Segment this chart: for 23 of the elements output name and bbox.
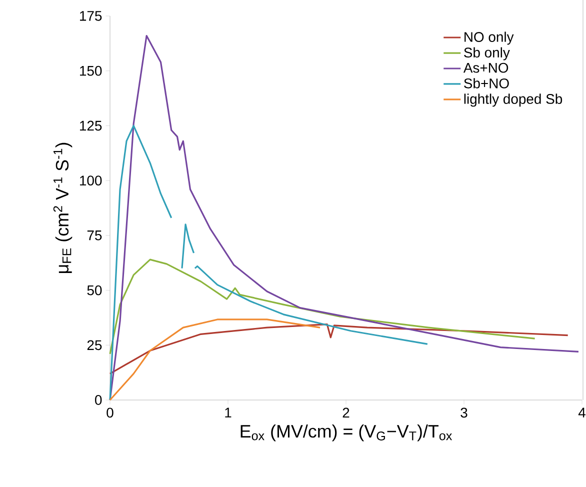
x-tick-label: 2: [342, 408, 350, 418]
y-tick-label: 100: [80, 176, 102, 186]
y-tick-label: 125: [80, 120, 102, 131]
legend-label: Sb only: [464, 47, 510, 60]
y-tick-label: 0: [95, 395, 102, 405]
y-tick-label: 75: [87, 230, 102, 240]
line-series: [109, 258, 536, 355]
legend-label: Sb+NO: [464, 78, 509, 88]
y-tick-label: 150: [80, 66, 102, 76]
legend-label: lightly doped Sb: [464, 94, 562, 107]
x-axis-title: E$_{ox}$ (MV/cm) = (V$_{G}$−V$_{T}$)/T$_{ox}$: [240, 424, 452, 442]
x-tick-label: 4: [578, 408, 586, 418]
y-tick-label: 175: [80, 11, 102, 21]
x-tick-label: 0: [106, 408, 114, 418]
x-tick-label: 3: [460, 408, 468, 418]
x-tick-label: 1: [225, 408, 232, 418]
line-series: [109, 323, 569, 374]
y-tick-label: 50: [87, 285, 102, 296]
text: μ$_{FE}$ (cm$^{2}$ V$^{-1}$ S$^{-1}$): [53, 142, 72, 273]
legend-label: NO only: [464, 32, 514, 45]
legend-label: As+NO: [463, 62, 508, 73]
line-series: [109, 318, 321, 401]
y-tick-label: 25: [87, 340, 102, 350]
